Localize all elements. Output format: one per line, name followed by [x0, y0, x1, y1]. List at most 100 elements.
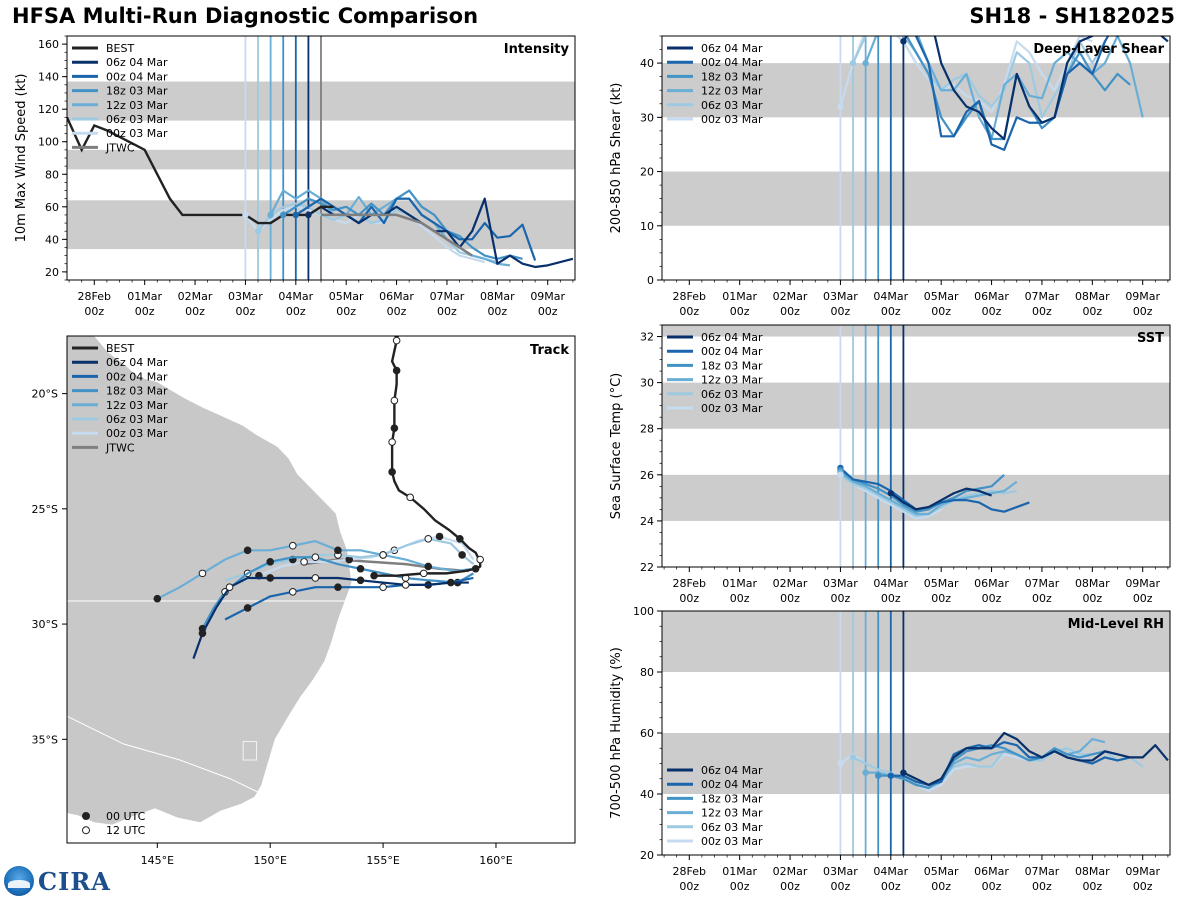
- track-marker-12z-03-Mar: [243, 546, 252, 555]
- shear-legend-label: 00z 03 Mar: [701, 113, 763, 126]
- sst-ylabel: Sea Surface Temp (°C): [609, 373, 624, 520]
- shear-legend-label: 00z 04 Mar: [701, 56, 763, 69]
- intensity-xtick-label: 06Mar: [379, 290, 414, 303]
- rh-band-1: [662, 611, 1170, 672]
- track-best-marker: [392, 366, 401, 375]
- track-marker-18z-03-Mar: [311, 553, 320, 562]
- track-legend-label: 06z 03 Mar: [106, 413, 168, 426]
- rh-xtick-label: 28Feb: [673, 865, 706, 878]
- sst-xtick-label: 05Mar: [924, 577, 959, 590]
- track-marker-06z-03-Mar: [458, 551, 466, 559]
- rh-ytick-label: 100: [633, 605, 654, 618]
- track-marker-12z-03-Mar: [198, 569, 207, 578]
- panel-track: 145°E 150°E 155°E 160°E 20°S 25°S 30°S 35°S Trac…: [32, 335, 576, 867]
- rh-xtick-sublabel: 00z: [780, 880, 800, 893]
- track-marker-06z-04-Mar: [225, 583, 234, 591]
- intensity-legend-label: 00z 04 Mar: [106, 70, 168, 83]
- track-best-marker: [456, 535, 464, 543]
- sst-legend-label: 06z 04 Mar: [701, 331, 763, 344]
- shear-plot-area: [662, 27, 1170, 280]
- intensity-ytick-label: 140: [38, 71, 59, 84]
- rh-xtick-sublabel: 00z: [679, 880, 699, 893]
- shear-xtick-sublabel: 00z: [730, 305, 750, 318]
- track-legend-label: 00z 04 Mar: [106, 370, 168, 383]
- shear-xtick-label: 03Mar: [823, 290, 858, 303]
- rh-ylabel: 700-500 hPa Humidity (%): [609, 647, 624, 819]
- shear-ytick-label: 20: [640, 166, 654, 179]
- state-border-act: [242, 741, 258, 761]
- rh-xtick-sublabel: 00z: [1032, 880, 1052, 893]
- shear-init-dot-18z-03-Mar: [875, 27, 881, 33]
- intensity-ytick-label: 80: [45, 168, 59, 181]
- track-ytick-label: 25°S: [32, 503, 58, 516]
- rh-xtick-sublabel: 00z: [982, 880, 1002, 893]
- rh-xtick-label: 08Mar: [1075, 865, 1110, 878]
- track-best-marker: [388, 438, 396, 446]
- shear-xtick-label: 08Mar: [1075, 290, 1110, 303]
- track-best-marker: [390, 424, 399, 432]
- rh-xtick-sublabel: 00z: [881, 880, 901, 893]
- intensity-legend-label: 00z 03 Mar: [106, 127, 168, 140]
- sst-ytick-label: 26: [640, 469, 654, 482]
- intensity-xtick-sublabel: 00z: [236, 305, 256, 318]
- sst-band-1: [662, 382, 1170, 429]
- panel-sst: 22 24 26 28 30 32 28Feb 00z 01Mar 00z 02Mar 00z 03Ma…: [609, 324, 1171, 605]
- panel-shear: 0 10 20 30 40 28Feb 00z 01Mar 00z 02Mar 00z 03Mar 00…: [609, 27, 1171, 318]
- sst-xtick-label: 03Mar: [823, 577, 858, 590]
- track-legend-label: JTWC: [105, 441, 135, 454]
- intensity-init-dot-06z-03-Mar: [254, 228, 262, 235]
- rh-xtick-sublabel: 00z: [730, 880, 750, 893]
- sst-xtick-sublabel: 00z: [831, 592, 851, 605]
- shear-series-00z-03-Mar: [839, 36, 1093, 114]
- rh-xtick-sublabel: 00z: [831, 880, 851, 893]
- shear-xtick-label: 04Mar: [873, 290, 908, 303]
- shear-legend-label: 06z 04 Mar: [701, 42, 763, 55]
- track-panel-title: Track: [530, 343, 569, 358]
- intensity-jtwc-line: [321, 213, 473, 257]
- noaa-emblem-icon: [4, 866, 34, 896]
- intensity-xtick-label: 28Feb: [78, 290, 111, 303]
- shear-ytick-label: 40: [640, 57, 654, 70]
- intensity-series-06z-04-Mar: [307, 197, 574, 269]
- shear-legend-label: 06z 03 Mar: [701, 99, 763, 112]
- track-legend-label: BEST: [106, 342, 134, 355]
- rh-panel-title: Mid-Level RH: [1068, 617, 1164, 632]
- intensity-legend-label: BEST: [106, 42, 134, 55]
- sst-xtick-label: 02Mar: [773, 577, 808, 590]
- track-legend-label: 00z 03 Mar: [106, 427, 168, 440]
- sst-legend-label: 00z 03 Mar: [701, 402, 763, 415]
- rh-xtick-sublabel: 00z: [1133, 880, 1153, 893]
- intensity-legend-label: 06z 03 Mar: [106, 113, 168, 126]
- intensity-xtick-label: 08Mar: [480, 290, 515, 303]
- shear-series-06z-04-Mar: [902, 36, 1169, 141]
- rh-init-dot-00z-04-Mar: [887, 772, 895, 779]
- sst-legend-label: 18z 03 Mar: [701, 359, 763, 372]
- track-marker-legend-symbol: [82, 812, 90, 820]
- shear-band-1: [662, 63, 1170, 118]
- sst-xtick-label: 06Mar: [974, 577, 1009, 590]
- track-ytick-label: 35°S: [32, 733, 58, 746]
- track-marker-legend-symbol: [82, 826, 90, 835]
- shear-xtick-sublabel: 00z: [1133, 305, 1153, 318]
- intensity-plot-area: [67, 36, 575, 280]
- sst-xtick-sublabel: 00z: [881, 592, 901, 605]
- track-marker-12z-03-Mar: [334, 546, 342, 555]
- shear-band-0: [662, 171, 1170, 226]
- intensity-xtick-label: 02Mar: [178, 290, 213, 303]
- track-marker-00z-03-Mar: [300, 558, 308, 566]
- sst-xtick-label: 07Mar: [1025, 577, 1060, 590]
- track-marker-06z-04-Mar: [401, 581, 410, 589]
- intensity-init-dot-12z-03-Mar: [267, 211, 274, 219]
- track-marker-18z-03-Mar: [356, 564, 365, 573]
- intensity-ytick-label: 40: [45, 233, 59, 246]
- track-best-marker: [406, 493, 414, 502]
- shear-xtick-label: 06Mar: [974, 290, 1009, 303]
- shear-ytick-label: 30: [640, 111, 654, 124]
- panel-intensity: 20 40 60 80 100 120 140 160 28Feb 00z 01Mar 00z 02Ma…: [14, 35, 576, 318]
- intensity-xtick-sublabel: 00z: [487, 305, 507, 318]
- sst-ytick-label: 24: [640, 515, 654, 528]
- track-best-marker: [390, 396, 399, 405]
- intensity-series-06z-03-Mar: [257, 202, 498, 264]
- shear-init-dot-06z-04-Mar: [900, 38, 907, 45]
